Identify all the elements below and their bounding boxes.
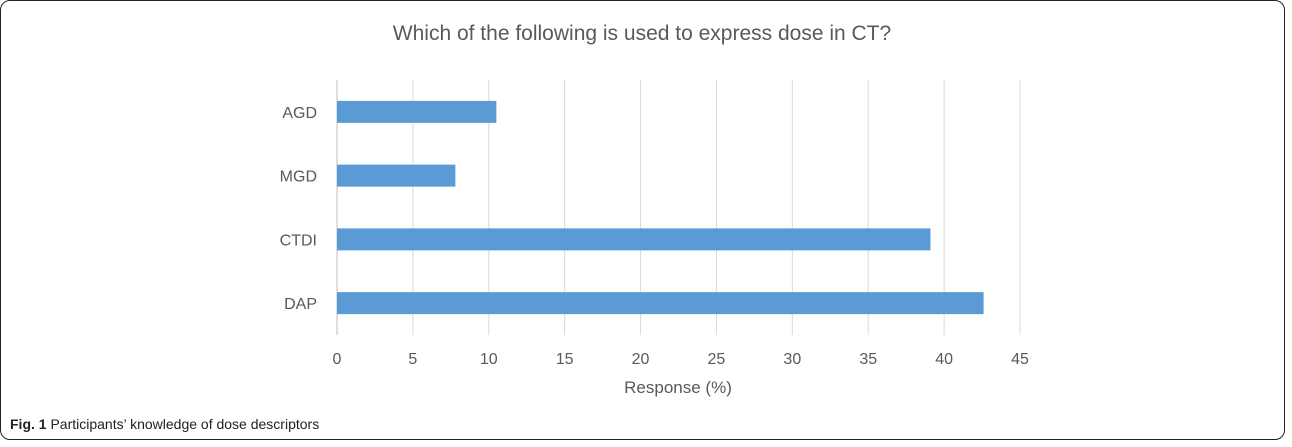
- x-axis-label: Response (%): [624, 378, 732, 397]
- chart-title: Which of the following is used to expres…: [393, 22, 891, 45]
- category-label: AGD: [282, 105, 317, 122]
- figure-frame: [0, 0, 1285, 440]
- x-tick-label: 40: [935, 351, 953, 368]
- caption-label: Fig. 1: [10, 416, 47, 432]
- bar-ctdi: [337, 228, 931, 251]
- x-tick-label: 5: [408, 351, 417, 368]
- x-tick-label: 10: [480, 351, 498, 368]
- x-tick-label: 25: [708, 351, 726, 368]
- bar-dap: [337, 292, 984, 315]
- x-tick-label: 35: [859, 351, 877, 368]
- x-tick-label: 45: [1011, 351, 1029, 368]
- bar-agd: [337, 100, 497, 123]
- figure-caption: Fig. 1 Participants’ knowledge of dose d…: [10, 416, 319, 432]
- caption-text: Participants’ knowledge of dose descript…: [50, 416, 320, 432]
- x-tick-label: 0: [333, 351, 342, 368]
- bars: [337, 100, 984, 315]
- category-labels: AGD MGD CTDI DAP: [280, 105, 317, 313]
- x-tick-label: 15: [556, 351, 574, 368]
- bar-mgd: [337, 164, 456, 187]
- x-tick-label: 30: [783, 351, 801, 368]
- category-label: DAP: [284, 296, 317, 313]
- x-tick-labels: 0 5 10 15 20 25 30 35 40 45: [333, 351, 1029, 368]
- category-label: MGD: [280, 169, 317, 186]
- x-tick-label: 20: [632, 351, 650, 368]
- category-label: CTDI: [280, 232, 317, 249]
